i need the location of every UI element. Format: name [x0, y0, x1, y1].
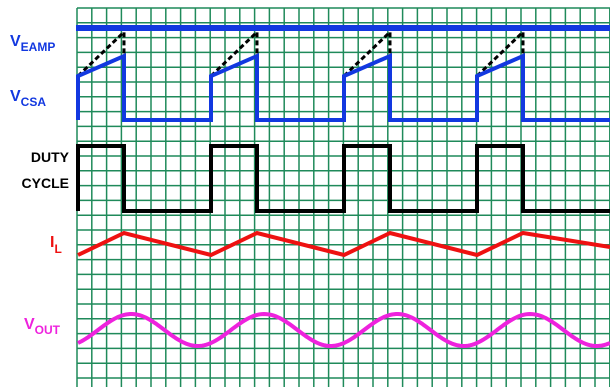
label-il-main: I — [50, 234, 54, 251]
label-vcsa-main: V — [10, 88, 21, 105]
vout-trace — [77, 311, 610, 349]
vcsa-trace — [76, 52, 610, 122]
label-veamp-main: V — [10, 33, 21, 50]
grid — [76, 7, 610, 387]
label-vcsa-sub: CSA — [21, 95, 47, 109]
inductor-current-trace — [77, 230, 610, 258]
label-vout-main: V — [24, 316, 35, 333]
label-vout-sub: OUT — [35, 323, 61, 337]
label-il-sub: L — [54, 242, 61, 256]
label-vcsa: VCSA — [10, 88, 46, 109]
label-veamp-sub: EAMP — [21, 40, 56, 54]
label-vout: VOUT — [24, 316, 61, 337]
vcsa-dashed-ramp — [76, 28, 525, 78]
waveforms — [76, 25, 610, 349]
signal-labels: VEAMP VCSA DUTY CYCLE IL VOUT — [10, 33, 70, 337]
duty-cycle-trace — [76, 144, 610, 213]
label-cycle: CYCLE — [22, 175, 69, 191]
label-il: IL — [50, 234, 62, 256]
label-duty: DUTY — [31, 149, 70, 165]
label-veamp: VEAMP — [10, 33, 55, 54]
